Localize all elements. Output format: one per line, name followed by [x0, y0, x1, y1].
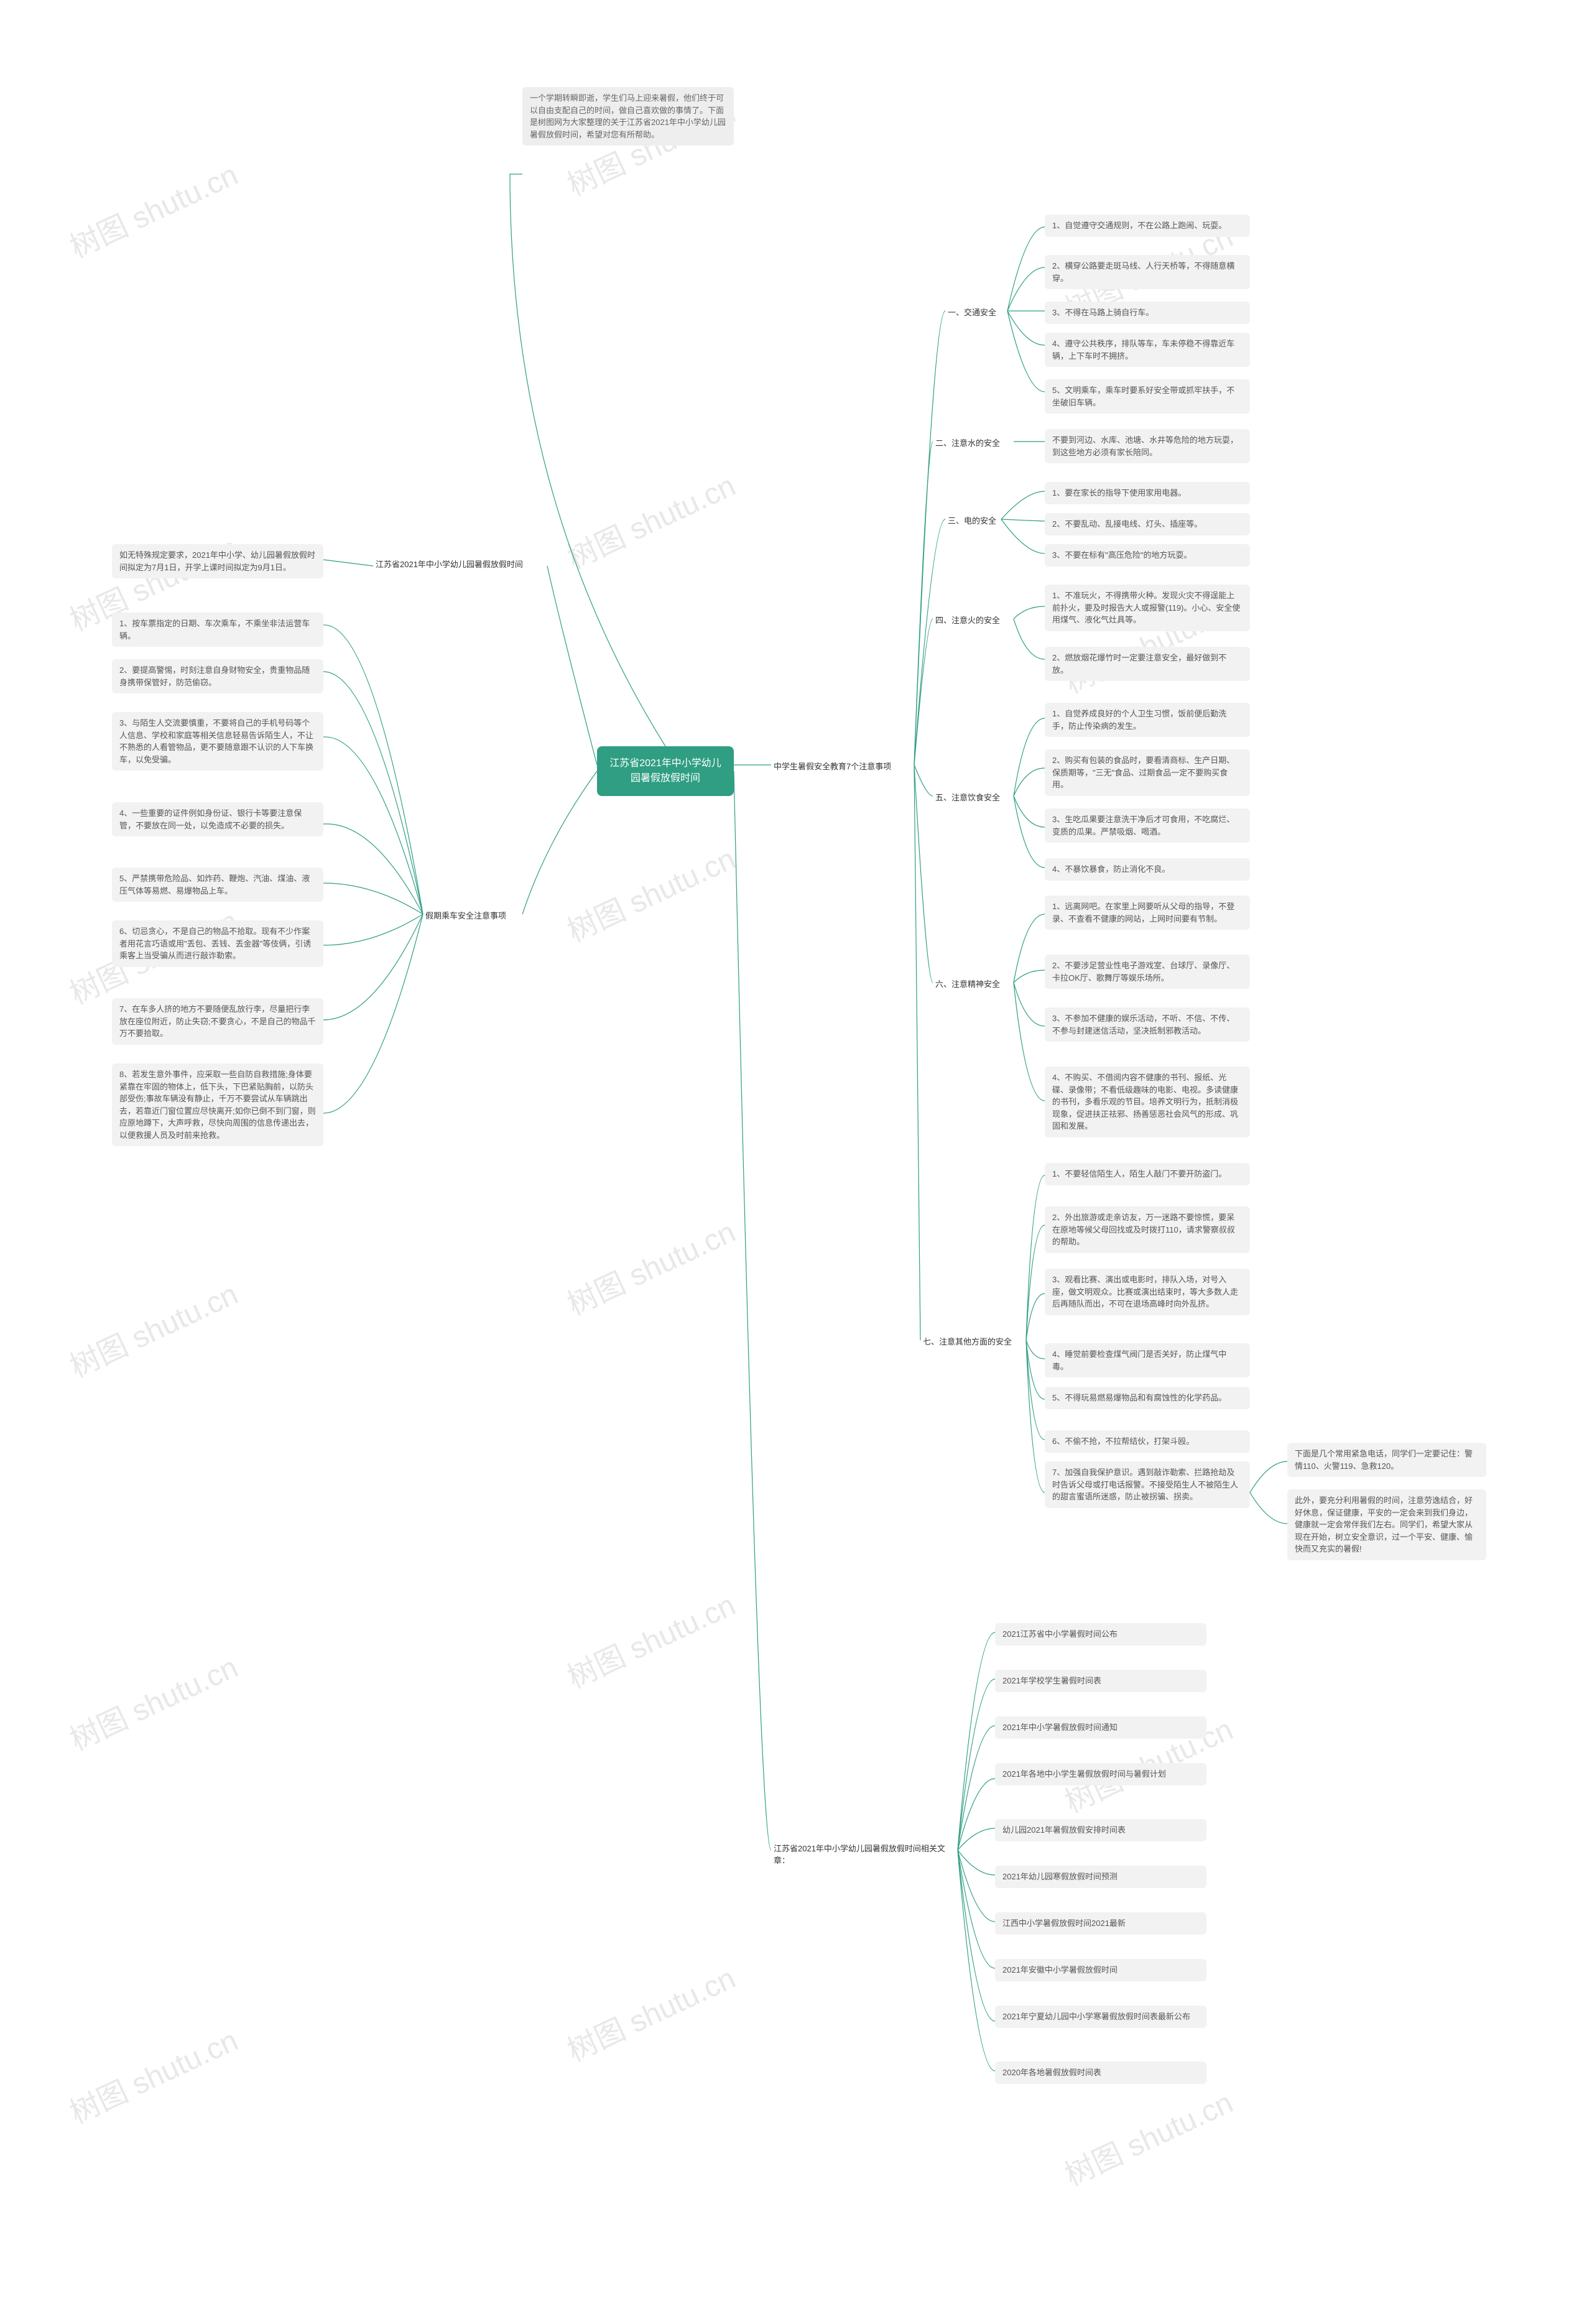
watermark: 树图 shutu.cn	[1057, 2078, 1239, 2194]
related-item: 2021年幼儿园寒假放假时间预测	[995, 1866, 1206, 1888]
s5-item: 2、购买有包装的食品时，要看清商标、生产日期、保质期等，"三无"食品、过期食品一…	[1045, 749, 1250, 796]
left-b-label: 假期乘车安全注意事项	[423, 908, 509, 922]
left-b-item: 3、与陌生人交流要慎重，不要将自己的手机号码等个人信息、学校和家庭等相关信息轻易…	[112, 712, 323, 771]
watermark: 树图 shutu.cn	[62, 150, 244, 266]
s3-label: 三、电的安全	[945, 513, 999, 527]
s7-item: 1、不要轻信陌生人，陌生人敲门不要开防盗门。	[1045, 1163, 1250, 1185]
related-item: 2021年各地中小学生暑假放假时间与暑假计划	[995, 1763, 1206, 1785]
s1-item: 4、遵守公共秩序，排队等车，车未停稳不得靠近车辆，上下车时不拥挤。	[1045, 333, 1250, 367]
s5-item: 3、生吃瓜果要注意洗干净后才可食用，不吃腐烂、变质的瓜果。严禁吸烟、喝酒。	[1045, 808, 1250, 843]
related-item: 2021年学校学生暑假时间表	[995, 1670, 1206, 1692]
s7-item: 6、不偷不抢，不拉帮结伙，打架斗殴。	[1045, 1430, 1250, 1453]
s6-item: 4、不购买、不借阅内容不健康的书刊、报纸、光碟、录像带；不看低级趣味的电影、电视…	[1045, 1067, 1250, 1137]
s7-item: 2、外出旅游或走亲访友，万一迷路不要惊慌，要呆在原地等候父母回找或及时拨打110…	[1045, 1206, 1250, 1253]
left-b-item: 8、若发生意外事件，应采取一些自防自救措施;身体要紧靠在牢固的物体上，低下头，下…	[112, 1063, 323, 1146]
s6-item: 3、不参加不健康的娱乐活动，不听、不信、不传、不参与封建迷信活动，坚决抵制邪教活…	[1045, 1007, 1250, 1042]
intro-text: 一个学期转瞬即逝，学生们马上迎来暑假，他们终于可以自由支配自己的时间，做自己喜欢…	[530, 93, 726, 139]
watermark: 树图 shutu.cn	[559, 1208, 741, 1323]
watermark: 树图 shutu.cn	[559, 1954, 741, 2070]
s5-item: 4、不暴饮暴食，防止消化不良。	[1045, 858, 1250, 881]
s6-item: 1、远离网吧。在家里上网要听从父母的指导，不登录、不查看不健康的网站，上网时间要…	[1045, 896, 1250, 930]
s7-tail: 下面是几个常用紧急电话，同学们一定要记住：警情110、火警119、急救120。	[1287, 1443, 1486, 1477]
watermark: 树图 shutu.cn	[559, 1581, 741, 1697]
center-node: 江苏省2021年中小学幼儿园暑假放假时间	[597, 746, 734, 796]
s7-item: 7、加强自我保护意识。遇到敲诈勒索、拦路抢劫及时告诉父母或打电话报警。不接受陌生…	[1045, 1461, 1250, 1508]
watermark: 树图 shutu.cn	[62, 2016, 244, 2132]
s7-item: 3、观看比赛、演出或电影时，排队入场，对号入座，做文明观众。比赛或演出结束时，等…	[1045, 1269, 1250, 1315]
watermark: 树图 shutu.cn	[62, 1270, 244, 1386]
s5-item: 1、自觉养成良好的个人卫生习惯，饭前便后勤洗手，防止传染病的发生。	[1045, 703, 1250, 737]
related-item: 2021年中小学暑假放假时间通知	[995, 1716, 1206, 1739]
s2-label: 二、注意水的安全	[933, 435, 1002, 450]
s1-label: 一、交通安全	[945, 305, 999, 319]
related-item: 2021江苏省中小学暑假时间公布	[995, 1623, 1206, 1646]
s1-item: 1、自觉遵守交通规则，不在公路上跑闹、玩耍。	[1045, 215, 1250, 237]
s7-label: 七、注意其他方面的安全	[920, 1334, 1014, 1348]
s7-item: 4、睡觉前要检查煤气阀门是否关好，防止煤气中毒。	[1045, 1343, 1250, 1377]
left-b-item: 5、严禁携带危险品、如炸药、鞭炮、汽油、煤油、液压气体等易燃、易爆物品上车。	[112, 868, 323, 902]
safety7-label: 中学生暑假安全教育7个注意事项	[771, 759, 894, 773]
related-item: 2020年各地暑假放假时间表	[995, 2062, 1206, 2084]
s3-item: 1、要在家长的指导下使用家用电器。	[1045, 482, 1250, 504]
left-b-item: 4、一些重要的证件例如身份证、银行卡等要注意保管，不要放在同一处，以免造成不必要…	[112, 802, 323, 836]
related-item: 幼儿园2021年暑假放假安排时间表	[995, 1819, 1206, 1841]
s2-text: 不要到河边、水库、池塘、水井等危险的地方玩耍，到这些地方必须有家长陪同。	[1045, 429, 1250, 463]
left-b-item: 1、按车票指定的日期、车次乘车，不乘坐非法运营车辆。	[112, 613, 323, 647]
related-item: 2021年宁夏幼儿园中小学寒暑假放假时间表最新公布	[995, 2006, 1206, 2028]
watermark: 树图 shutu.cn	[62, 1643, 244, 1759]
related-item: 2021年安徽中小学暑假放假时间	[995, 1959, 1206, 1981]
s7-tail: 此外，要充分利用暑假的时间，注意劳逸结合，好好休息，保证健康，平安的一定会来到我…	[1287, 1489, 1486, 1560]
left-b-item: 2、要提高警惕，时刻注意自身财物安全，贵重物品随身携带保管好，防范偷窃。	[112, 659, 323, 693]
left-b-item: 6、切忌贪心，不是自己的物品不拾取。现有不少作案者用花言巧语或用"丢包、丢钱、丢…	[112, 920, 323, 967]
s6-label: 六、注意精神安全	[933, 976, 1002, 991]
left-a-leaf: 如无特殊规定要求，2021年中小学、幼儿园暑假放假时间拟定为7月1日，开学上课时…	[112, 544, 323, 578]
watermark: 树图 shutu.cn	[559, 835, 741, 950]
s6-item: 2、不要涉足营业性电子游戏室、台球厅、录像厅、卡拉OK厅、歌舞厅等娱乐场所。	[1045, 955, 1250, 989]
related-label: 江苏省2021年中小学幼儿园暑假放假时间相关文章：	[771, 1841, 958, 1867]
center-title: 江苏省2021年中小学幼儿园暑假放假时间	[609, 758, 721, 784]
watermark: 树图 shutu.cn	[559, 461, 741, 577]
s7-item: 5、不得玩易燃易爆物品和有腐蚀性的化学药品。	[1045, 1387, 1250, 1409]
s1-item: 3、不得在马路上骑自行车。	[1045, 302, 1250, 324]
s4-label: 四、注意火的安全	[933, 613, 1002, 627]
s4-item: 1、不准玩火，不得携带火种。发现火灾不得逞能上前扑火，要及时报告大人或报警(11…	[1045, 585, 1250, 631]
s3-item: 3、不要在标有"高压危险"的地方玩耍。	[1045, 544, 1250, 567]
s3-item: 2、不要乱动、乱接电线、灯头、插座等。	[1045, 513, 1250, 535]
s1-item: 5、文明乘车，乘车时要系好安全带或抓牢扶手，不坐破旧车辆。	[1045, 379, 1250, 414]
connectors	[0, 0, 1592, 2324]
left-a-label: 江苏省2021年中小学幼儿园暑假放假时间	[373, 557, 547, 571]
related-item: 江西中小学暑假放假时间2021最新	[995, 1912, 1206, 1935]
s5-label: 五、注意饮食安全	[933, 790, 1002, 804]
left-b-item: 7、在车多人挤的地方不要随便乱放行李，尽量把行李放在座位附近，防止失窃;不要贪心…	[112, 998, 323, 1045]
intro-node: 一个学期转瞬即逝，学生们马上迎来暑假，他们终于可以自由支配自己的时间，做自己喜欢…	[522, 87, 734, 146]
s1-item: 2、横穿公路要走斑马线、人行天桥等，不得随意横穿。	[1045, 255, 1250, 289]
s4-item: 2、燃放烟花爆竹时一定要注意安全，最好做到不放。	[1045, 647, 1250, 681]
